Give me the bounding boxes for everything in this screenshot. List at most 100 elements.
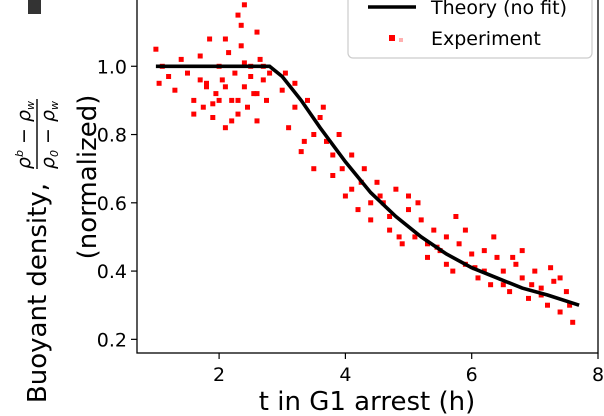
y-axis-label-main: Buoyant density,: [23, 183, 53, 403]
experiment-point: [305, 97, 310, 103]
experiment-point: [241, 84, 247, 90]
experiment-point: [342, 193, 348, 199]
experiment-point: [245, 104, 250, 110]
experiment-point: [241, 2, 247, 8]
y-axis-label-formula: ρb − ρw ρ0 − ρw: [13, 99, 61, 169]
experiment-point: [311, 166, 317, 172]
y-tick-label: 0.8: [97, 125, 127, 147]
experiment-point: [418, 217, 424, 223]
experiment-point: [172, 87, 178, 93]
experiment-point: [226, 50, 232, 56]
experiment-point: [248, 74, 254, 79]
experiment-point: [238, 22, 244, 28]
experiment-point: [469, 251, 475, 257]
experiment-point: [279, 87, 285, 93]
experiment-point: [251, 91, 257, 97]
experiment-point: [406, 193, 411, 199]
experiment-point: [406, 207, 411, 213]
experiment-point: [238, 43, 244, 49]
experiment-point: [235, 97, 241, 103]
experiment-point: [481, 248, 487, 254]
experiment-point: [222, 84, 228, 90]
x-tick-label: 8: [592, 364, 604, 386]
experiment-point: [368, 217, 374, 223]
experiment-point: [425, 254, 430, 260]
y-tick-label: 0.6: [97, 193, 127, 215]
experiment-point: [415, 200, 421, 206]
legend-experiment-swatch: [389, 35, 395, 41]
experiment-point: [301, 138, 307, 144]
experiment-point: [361, 166, 367, 172]
experiment-point: [254, 91, 260, 97]
experiment-point: [320, 104, 326, 110]
experiment-point: [204, 80, 209, 86]
experiment-point: [450, 268, 456, 274]
experiment-point: [488, 282, 494, 288]
chart-marks: [153, 2, 576, 325]
experiment-point: [431, 227, 437, 233]
experiment-point: [538, 285, 544, 291]
experiment-point: [264, 97, 269, 103]
experiment-point: [232, 70, 238, 76]
experiment-point: [349, 186, 355, 192]
experiment-point: [456, 241, 462, 247]
experiment-point: [197, 53, 203, 59]
experiment-point: [443, 261, 449, 267]
experiment-point: [557, 309, 563, 315]
y-tick-label: 0.4: [97, 261, 127, 283]
experiment-point: [368, 200, 374, 206]
experiment-point: [235, 111, 241, 117]
experiment-point: [548, 265, 554, 271]
experiment-point: [462, 227, 468, 233]
plot-frame: [136, 0, 599, 354]
legend-box: [347, 0, 593, 59]
experiment-point: [254, 29, 260, 35]
x-tick-label: 6: [466, 364, 478, 386]
experiment-point: [519, 275, 525, 281]
experiment-point: [260, 77, 266, 83]
experiment-point: [298, 149, 304, 155]
x-tick-label: 4: [339, 364, 351, 386]
experiment-point: [216, 97, 222, 103]
legend-experiment-label: Experiment: [431, 28, 541, 50]
experiment-point: [330, 173, 336, 178]
experiment-point: [453, 214, 459, 219]
experiment-point: [519, 248, 525, 254]
experiment-point: [443, 234, 449, 240]
experiment-point: [156, 80, 162, 86]
experiment-point: [532, 268, 538, 274]
experiment-point: [349, 152, 355, 158]
experiment-point: [510, 254, 516, 260]
experiment-point: [254, 118, 260, 124]
experiment-point: [387, 227, 393, 233]
experiment-point: [494, 254, 500, 260]
experiment-point: [204, 84, 209, 90]
formula-numerator: ρb − ρw: [13, 101, 37, 169]
experiment-point: [324, 138, 329, 144]
y-axis-label-sub: (normalized): [73, 95, 103, 260]
experiment-point: [529, 282, 535, 288]
experiment-point: [355, 207, 361, 213]
experiment-point: [557, 275, 563, 281]
y-tick-label: 0.2: [97, 329, 127, 351]
experiment-point: [222, 36, 228, 42]
experiment-point: [491, 234, 497, 240]
experiment-point: [241, 60, 247, 66]
legend-experiment-swatch-2: [399, 38, 403, 42]
experiment-point: [567, 302, 573, 308]
experiment-point: [377, 193, 383, 199]
experiment-point: [500, 282, 506, 288]
experiment-point: [526, 295, 531, 301]
experiment-point: [563, 289, 569, 295]
experiment-point: [222, 125, 228, 131]
experiment-point: [374, 179, 380, 185]
y-tick-label: 1.0: [97, 56, 127, 78]
experiment-point: [292, 104, 298, 110]
experiment-point: [235, 12, 241, 18]
experiment-point: [229, 118, 235, 124]
experiment-point: [213, 91, 219, 97]
x-axis-label: t in G1 arrest (h): [259, 387, 475, 416]
experiment-point: [311, 132, 317, 137]
experiment-point: [545, 302, 550, 308]
